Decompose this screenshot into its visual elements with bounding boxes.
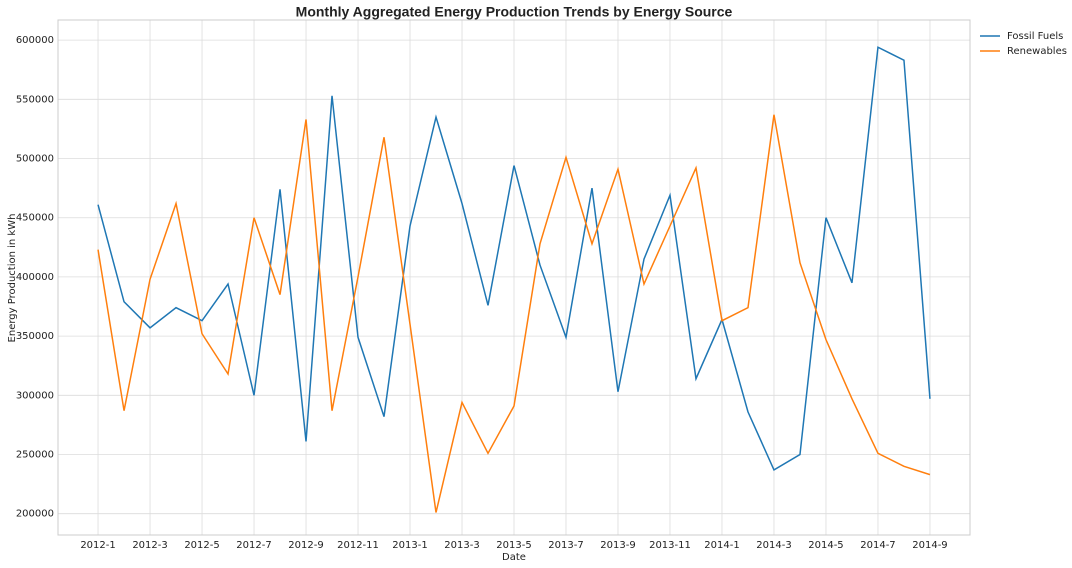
series-line <box>97 114 931 513</box>
x-tick-label: 2014-3 <box>756 540 791 551</box>
x-tick-label: 2012-7 <box>236 540 271 551</box>
x-tick-label: 2013-9 <box>600 540 635 551</box>
x-tick-label: 2013-11 <box>649 540 691 551</box>
x-tick-label: 2012-3 <box>132 540 167 551</box>
x-tick-label: 2014-5 <box>808 540 843 551</box>
y-tick-label: 600000 <box>16 35 54 46</box>
y-tick-label: 550000 <box>16 94 54 105</box>
x-tick-label: 2014-9 <box>912 540 947 551</box>
plot-frame <box>57 19 971 536</box>
y-tick-label: 400000 <box>16 272 54 283</box>
y-tick-label: 350000 <box>16 331 54 342</box>
x-axis-label: Date <box>502 552 526 563</box>
y-tick-label: 500000 <box>16 154 54 165</box>
x-tick-label: 2013-3 <box>444 540 479 551</box>
x-tick-label: 2013-7 <box>548 540 583 551</box>
x-tick-label: 2012-11 <box>337 540 379 551</box>
y-axis-label: Energy Production in kWh <box>7 214 18 343</box>
y-tick-label: 200000 <box>16 509 54 520</box>
x-tick-label: 2014-1 <box>704 540 739 551</box>
y-tick-label: 250000 <box>16 449 54 460</box>
x-tick-label: 2012-1 <box>80 540 115 551</box>
x-tick-label: 2012-5 <box>184 540 219 551</box>
chart-title: Monthly Aggregated Energy Production Tre… <box>296 4 733 20</box>
x-tick-label: 2012-9 <box>288 540 323 551</box>
y-tick-label: 450000 <box>16 213 54 224</box>
x-tick-label: 2013-1 <box>392 540 427 551</box>
legend-label: Fossil Fuels <box>1007 31 1063 42</box>
y-tick-label: 300000 <box>16 390 54 401</box>
x-tick-label: 2014-7 <box>860 540 895 551</box>
legend-label: Renewables <box>1007 46 1067 57</box>
x-tick-label: 2013-5 <box>496 540 531 551</box>
